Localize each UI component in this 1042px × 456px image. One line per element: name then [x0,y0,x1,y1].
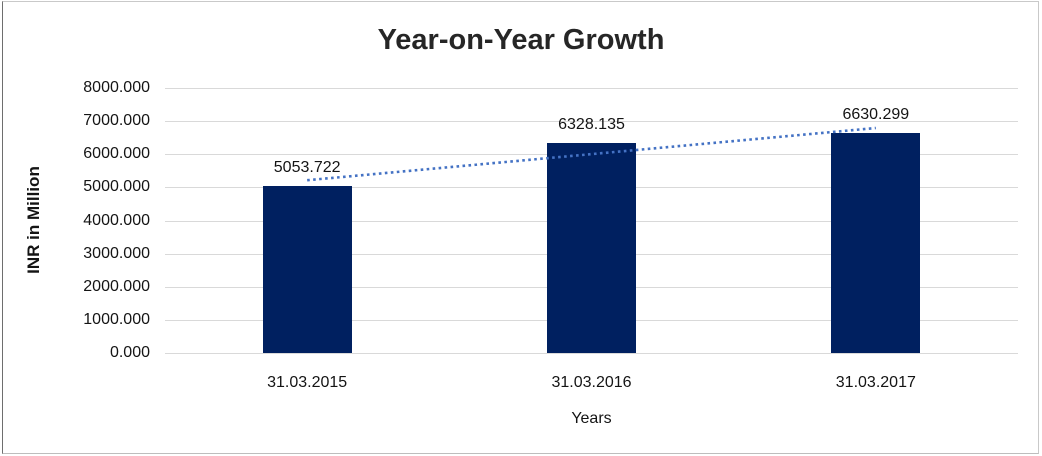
y-tick-label: 2000.000 [83,277,150,295]
trendline [307,126,876,182]
plot-area [165,88,1018,354]
y-tick-label: 3000.000 [83,244,150,262]
gridline [165,121,1018,123]
x-axis-title: Years [571,410,612,427]
y-tick-label: 8000.000 [83,79,150,96]
y-tick-label: 4000.000 [83,211,150,229]
y-tick-label: 7000.000 [83,112,150,130]
bar [262,185,352,353]
chart-title: Year-on-Year Growth [377,24,665,56]
gridline [165,353,1018,354]
bar-value-label: 5053.722 [273,158,341,176]
x-tick-label: 31.03.2017 [835,374,916,391]
y-tick-label: 5000.000 [83,178,150,196]
bar [831,133,921,353]
bar-value-label: 6328.135 [558,116,625,134]
gridline [165,88,1018,89]
x-tick-label: 31.03.2016 [551,374,632,391]
y-tick-label: 0.000 [109,344,150,361]
y-tick-label: 6000.000 [83,145,150,163]
bar [547,143,636,353]
bar-value-label: 6630.299 [842,106,910,124]
y-tick-label: 1000.000 [83,310,150,328]
x-tick-label: 31.03.2015 [267,374,348,391]
